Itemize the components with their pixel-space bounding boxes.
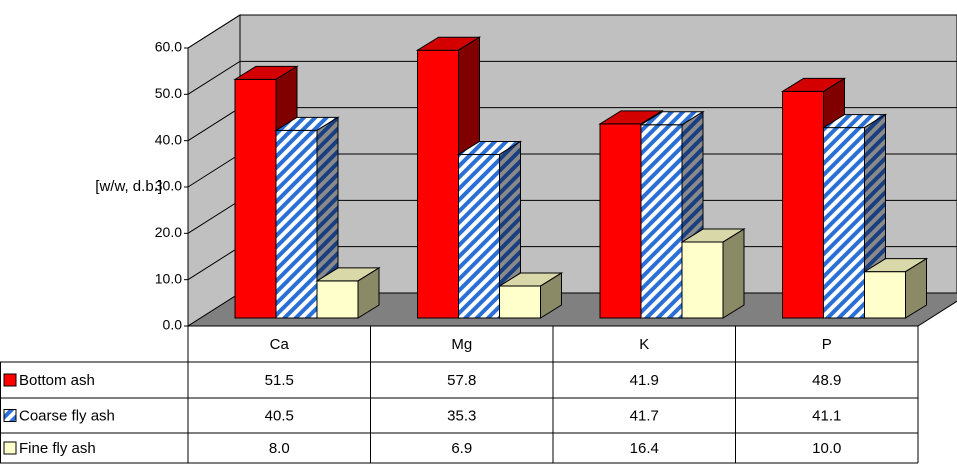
- x-tick-label: K: [639, 336, 649, 353]
- data-label: 41.7: [630, 407, 659, 424]
- bar: [499, 285, 541, 319]
- legend-label: Coarse fly ash: [19, 407, 115, 424]
- data-label: 41.9: [630, 372, 659, 389]
- bar: [316, 280, 359, 319]
- data-label: 10.0: [812, 440, 841, 457]
- bar-side: [722, 228, 745, 319]
- data-label: 6.9: [451, 440, 472, 457]
- bar: [458, 153, 500, 319]
- bar: [823, 127, 865, 319]
- y-tick-label: 50.0: [155, 85, 182, 101]
- bar: [417, 49, 459, 319]
- y-tick-label: 60.0: [155, 39, 182, 55]
- y-tick-label: 40.0: [155, 131, 182, 147]
- bar-side: [540, 272, 562, 319]
- data-label: 51.5: [265, 372, 294, 389]
- bar: [599, 123, 642, 319]
- y-tick-label: 0.0: [163, 317, 183, 333]
- y-tick-label: 30.0: [155, 178, 182, 194]
- bar-side: [905, 257, 927, 319]
- bar: [275, 129, 318, 319]
- y-tick-label: 20.0: [155, 224, 182, 240]
- data-label: 40.5: [265, 407, 294, 424]
- data-label: 35.3: [447, 407, 476, 424]
- bar: [234, 78, 277, 319]
- y-tick-label: 10.0: [155, 270, 182, 286]
- bar: [864, 271, 906, 319]
- legend-key: [3, 441, 17, 455]
- data-label: 41.1: [812, 407, 841, 424]
- x-tick-label: Ca: [270, 336, 290, 353]
- legend-label: Bottom ash: [19, 372, 95, 389]
- grid-line: [187, 60, 957, 95]
- bar: [782, 90, 824, 319]
- y-axis-label: [w/w, d.b.]: [95, 178, 162, 195]
- legend-key: [3, 409, 17, 422]
- bar: [640, 124, 683, 319]
- grid-line: [187, 14, 957, 49]
- bar-side: [357, 267, 380, 319]
- data-label: 16.4: [630, 440, 659, 457]
- data-label: 8.0: [269, 440, 290, 457]
- legend-key: [3, 373, 17, 387]
- legend-label: Fine fly ash: [19, 440, 96, 457]
- x-tick-label: P: [822, 336, 832, 353]
- data-label: 57.8: [447, 372, 476, 389]
- data-label: 48.9: [812, 372, 841, 389]
- x-tick-label: Mg: [451, 336, 472, 353]
- bar: [681, 241, 724, 319]
